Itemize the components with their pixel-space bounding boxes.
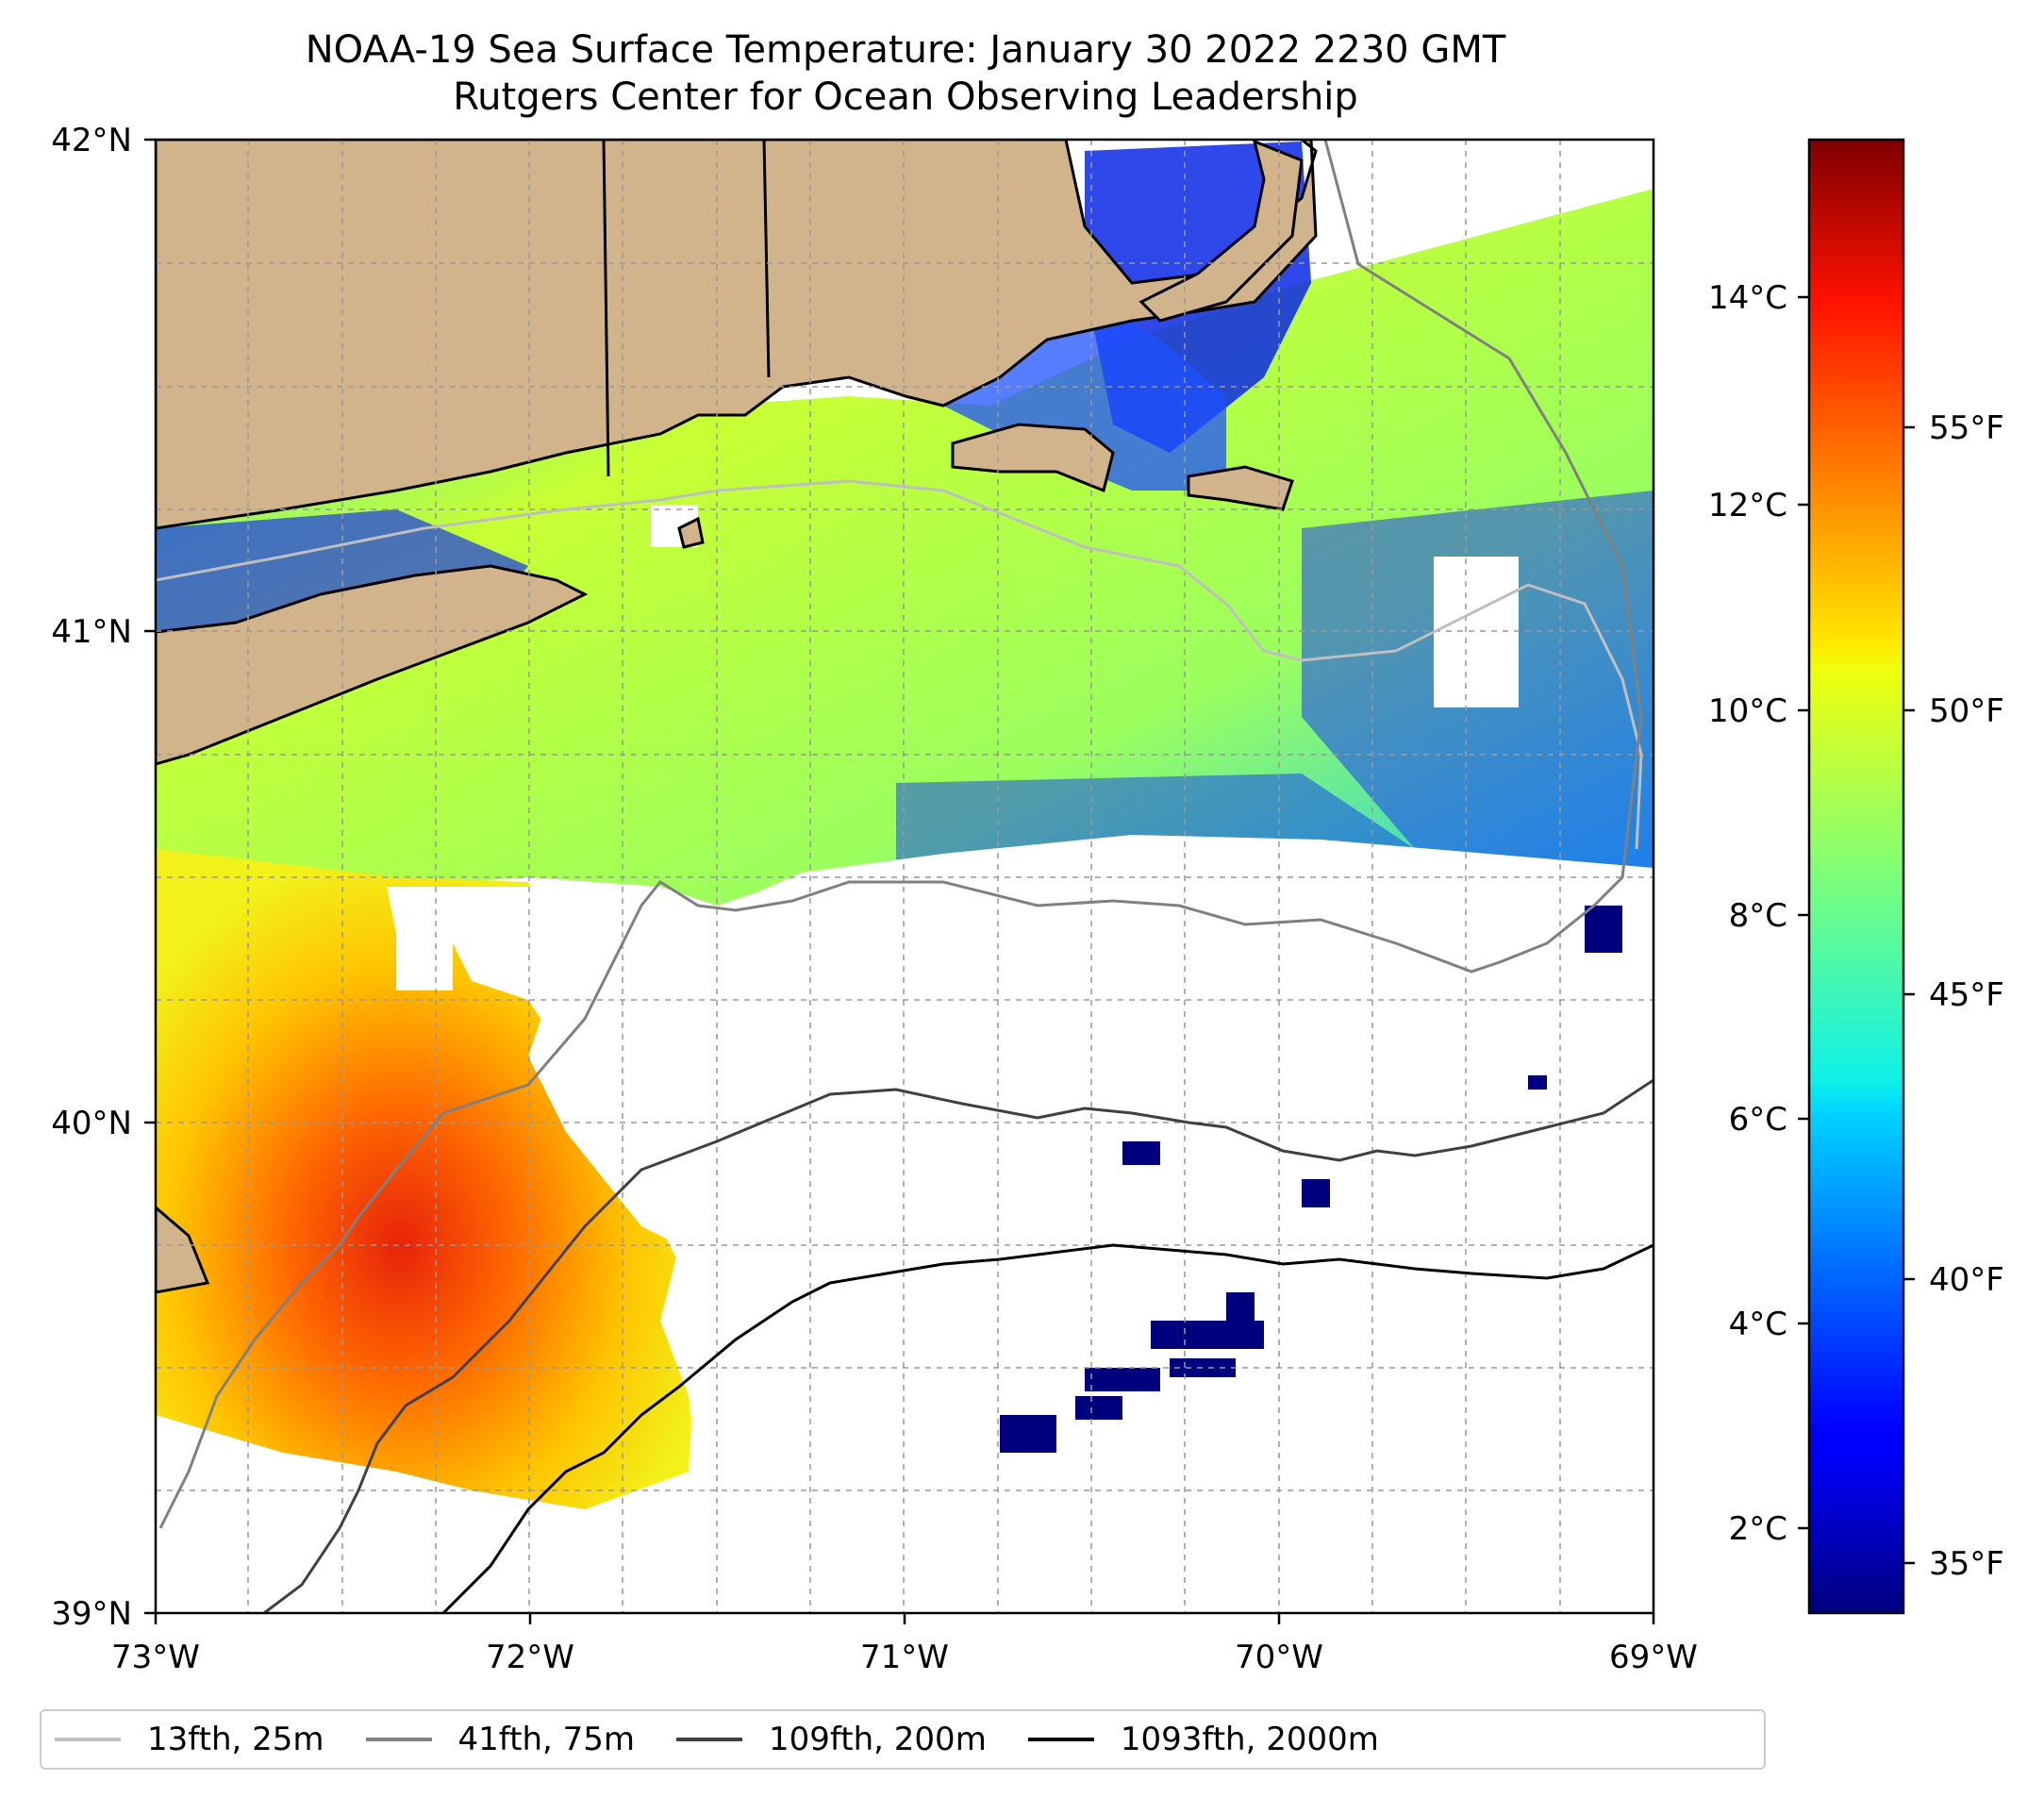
legend-label: 1093fth, 2000m xyxy=(1120,1721,1379,1758)
x-tick-label: 71°W xyxy=(860,1639,949,1676)
colorbar-celsius-ticks xyxy=(1798,295,1809,1530)
legend-item-200m: 109fth, 200m xyxy=(676,1721,987,1758)
sst-map-area xyxy=(156,140,1653,1613)
y-tick-label: 41°N xyxy=(51,613,132,651)
legend-label: 109fth, 200m xyxy=(769,1721,987,1758)
legend-item-75m: 41fth, 75m xyxy=(365,1721,636,1758)
x-tick-label: 70°W xyxy=(1235,1639,1323,1676)
contour-75m xyxy=(158,140,1643,1529)
sst-cold-pixels xyxy=(1000,906,1622,1453)
colorbar-celsius-label: 10°C xyxy=(1708,692,1787,730)
axis-ticks xyxy=(144,138,1655,1624)
colorbar-fahrenheit-label: 40°F xyxy=(1929,1261,2004,1299)
legend-swatch xyxy=(676,1738,743,1741)
x-tick-label: 69°W xyxy=(1609,1639,1698,1676)
legend-label: 41fth, 75m xyxy=(457,1721,636,1758)
colorbar-fahrenheit-ticks xyxy=(1903,425,1915,1565)
gridlines xyxy=(156,140,1653,1613)
legend-item-2000m: 1093fth, 2000m xyxy=(1027,1721,1379,1758)
land xyxy=(156,140,1318,1294)
state-borders xyxy=(602,140,771,477)
sst-warm-region xyxy=(156,849,698,1509)
colorbar-celsius-label: 6°C xyxy=(1729,1101,1787,1139)
contour-25m xyxy=(156,479,1643,850)
colorbar-fahrenheit-label: 55°F xyxy=(1929,409,2004,447)
contour-legend: 13fth, 25m 41fth, 75m 109fth, 200m 1093f… xyxy=(40,1709,1766,1770)
colorbar-fahrenheit-label: 50°F xyxy=(1929,692,2004,730)
colorbar-celsius-label: 2°C xyxy=(1729,1510,1787,1548)
legend-swatch xyxy=(365,1738,432,1741)
y-tick-label: 42°N xyxy=(51,122,132,159)
y-tick-label: 40°N xyxy=(51,1105,132,1142)
contour-200m xyxy=(263,1078,1653,1613)
cloud-mask xyxy=(387,835,1653,1613)
colorbar-celsius-label: 14°C xyxy=(1708,279,1787,317)
colorbar-celsius-label: 12°C xyxy=(1708,487,1787,524)
y-tick-label: 39°N xyxy=(51,1595,132,1633)
map-title: NOAA-19 Sea Surface Temperature: January… xyxy=(305,28,1506,72)
map-subtitle: Rutgers Center for Ocean Observing Leade… xyxy=(453,75,1358,119)
legend-item-25m: 13fth, 25m xyxy=(55,1721,324,1758)
colorbar-celsius-label: 8°C xyxy=(1729,897,1787,935)
legend-swatch xyxy=(1027,1738,1094,1741)
x-tick-label: 72°W xyxy=(486,1639,574,1676)
colorbar-celsius-label: 4°C xyxy=(1729,1306,1787,1343)
colorbar-fahrenheit-label: 45°F xyxy=(1929,976,2004,1014)
colorbar xyxy=(1807,138,1905,1615)
legend-label: 13fth, 25m xyxy=(147,1721,324,1758)
contour-2000m xyxy=(441,1243,1653,1613)
colorbar-fahrenheit-label: 35°F xyxy=(1929,1545,2004,1583)
legend-swatch xyxy=(55,1738,121,1741)
x-tick-label: 73°W xyxy=(111,1639,200,1676)
